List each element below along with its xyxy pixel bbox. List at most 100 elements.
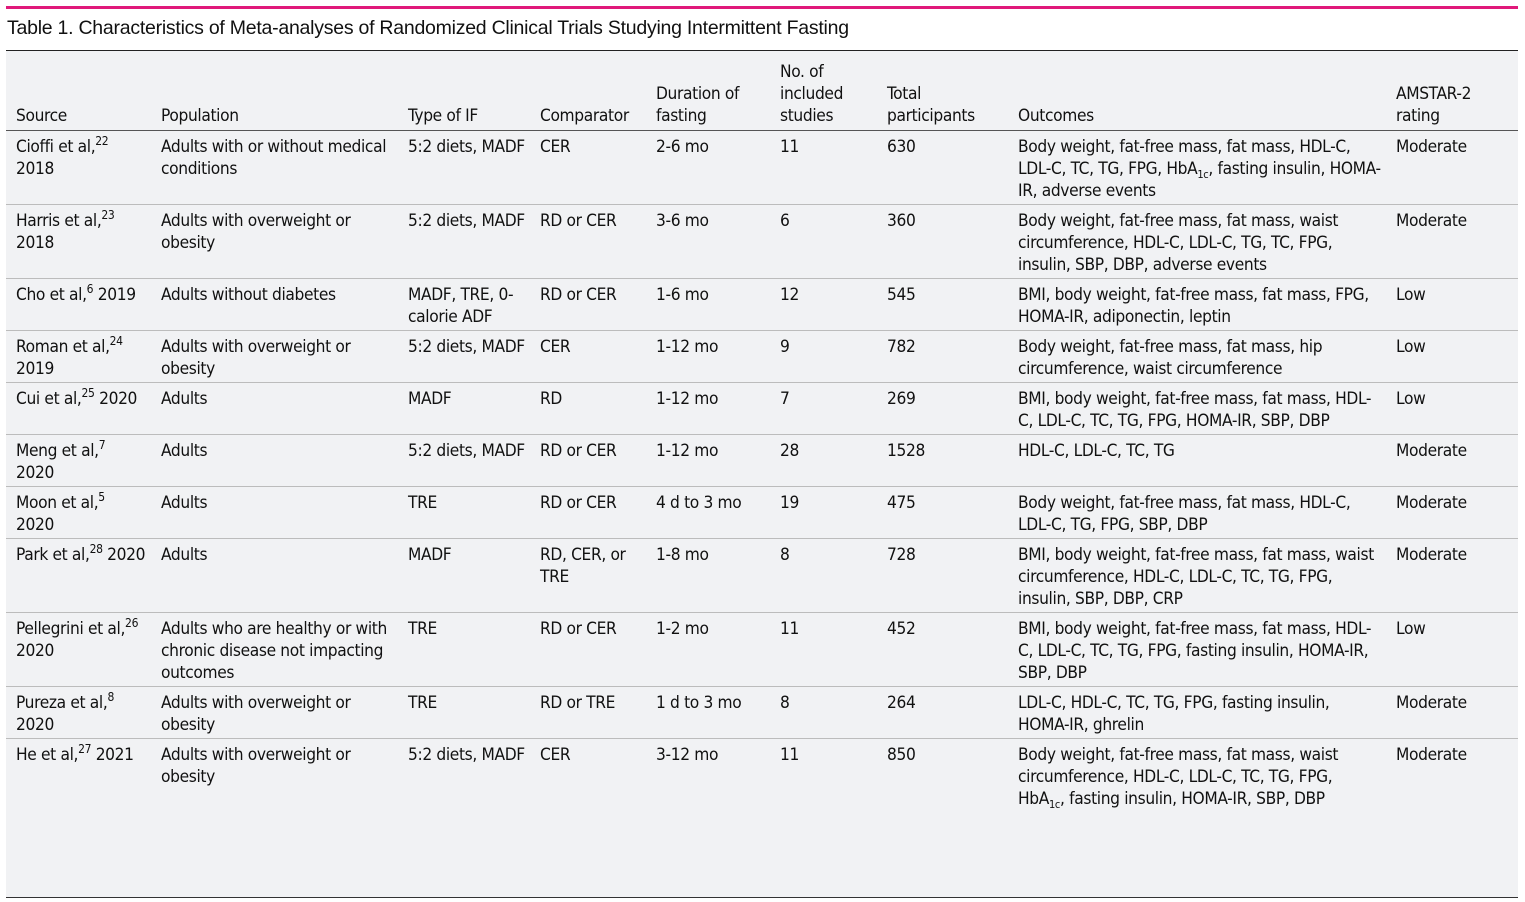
- amstar-rating-cell: Moderate: [1386, 204, 1518, 279]
- participants-cell: 1528: [877, 434, 1008, 487]
- source-year: 2020: [16, 641, 54, 661]
- outcomes-cell: BMI, body weight, fat-free mass, fat mas…: [1008, 278, 1386, 331]
- outcomes-text: Body weight, fat-free mass, fat mass, HD…: [1018, 137, 1351, 179]
- reference-number: 28: [89, 542, 103, 556]
- outcomes-cell: Body weight, fat-free mass, fat mass, hi…: [1008, 330, 1386, 383]
- table-row: Cho et al,6 2019 Adults without diabetes M…: [6, 278, 1518, 331]
- source-cell: Roman et al,24 2019: [6, 330, 151, 383]
- amstar-rating-cell: Low: [1386, 330, 1518, 383]
- comparator-cell: RD, CER, or TRE: [530, 538, 646, 613]
- source-year: 2018: [16, 233, 54, 253]
- type-of-if-cell: 5:2 diets, MADF: [398, 204, 530, 279]
- duration-cell: 1-12 mo: [646, 382, 770, 435]
- table-row: Moon et al,5 2020 Adults TRE RD or CER 4 d t…: [6, 486, 1518, 539]
- population-cell: Adults with overweight or obesity: [161, 745, 351, 787]
- source-name: Harris et al,: [16, 211, 102, 231]
- outcomes-text: BMI, body weight, fat-free mass, fat mas…: [1018, 619, 1372, 683]
- studies-count-cell: 7: [770, 382, 877, 435]
- amstar-rating-cell: Moderate: [1386, 130, 1518, 205]
- table-row: Cioffi et al,22 2018 Adults with or witho…: [6, 130, 1518, 205]
- source-year: 2020: [16, 515, 54, 535]
- type-of-if-cell: MADF: [398, 382, 530, 435]
- participants-cell: 850: [887, 745, 916, 765]
- source-name: Cho et al,: [16, 285, 87, 305]
- population-cell: Adults with overweight or obesity: [151, 686, 398, 739]
- outcomes-text: HDL-C, LDL-C, TC, TG: [1018, 441, 1175, 461]
- source-cell: Moon et al,5 2020: [6, 486, 151, 539]
- population-cell: Adults: [151, 382, 398, 435]
- source-cell: Cui et al,25 2020: [6, 382, 151, 435]
- source-year: 2018: [16, 159, 54, 179]
- participants-cell: 728: [877, 538, 1008, 613]
- source-year: 2020: [16, 715, 54, 735]
- outcomes-text: BMI, body weight, fat-free mass, fat mas…: [1018, 545, 1374, 609]
- studies-count-cell: 11: [780, 745, 799, 765]
- duration-cell: 3-6 mo: [646, 204, 770, 279]
- type-of-if-cell: 5:2 diets, MADF: [398, 130, 530, 205]
- studies-count-cell: 6: [770, 204, 877, 279]
- header-amstar-rating: AMSTAR-2 rating: [1386, 51, 1518, 131]
- studies-count-cell: 19: [770, 486, 877, 539]
- title-accent-rule: [6, 6, 1518, 9]
- duration-cell: 1-6 mo: [646, 278, 770, 331]
- outcomes-text: Body weight, fat-free mass, fat mass, hi…: [1018, 337, 1323, 379]
- reference-number: 6: [86, 282, 94, 296]
- source-name: Cui et al,: [16, 389, 82, 409]
- studies-count-cell: 28: [770, 434, 877, 487]
- studies-count-cell: 11: [770, 612, 877, 687]
- duration-cell: 1-2 mo: [646, 612, 770, 687]
- reference-number: 23: [101, 208, 115, 222]
- participants-cell: 360: [877, 204, 1008, 279]
- outcomes-text: LDL-C, HDL-C, TC, TG, FPG, fasting insul…: [1018, 693, 1330, 735]
- source-name: Cioffi et al,: [16, 137, 96, 157]
- population-cell: Adults without diabetes: [151, 278, 398, 331]
- type-of-if-cell: TRE: [398, 612, 530, 687]
- type-of-if-cell: 5:2 diets, MADF: [408, 745, 525, 765]
- source-name: Pellegrini et al,: [16, 619, 126, 639]
- source-cell: Meng et al,7 2020: [6, 434, 151, 487]
- outcomes-text: Body weight, fat-free mass, fat mass, wa…: [1018, 745, 1339, 809]
- comparator-cell: RD or CER: [530, 204, 646, 279]
- amstar-rating-cell: Moderate: [1386, 538, 1518, 613]
- source-year: 2021: [95, 745, 134, 765]
- outcomes-text-continued: , fasting insulin, HOMA-IR, SBP, DBP: [1060, 789, 1325, 809]
- header-duration: Duration of fasting: [646, 51, 770, 131]
- source-cell: Harris et al,23 2018: [6, 204, 151, 279]
- population-cell: Adults: [151, 434, 398, 487]
- header-no-of-studies: No. of included studies: [770, 51, 877, 131]
- table-body: Cioffi et al,22 2018 Adults with or witho…: [6, 130, 1518, 813]
- type-of-if-cell: TRE: [398, 486, 530, 539]
- meta-analyses-table: Source Population Type of IF Comparator …: [6, 51, 1518, 812]
- table-row: He et al,27 2021 Adults with overweight o…: [6, 739, 1518, 813]
- source-cell: Cioffi et al,22 2018: [6, 130, 151, 205]
- outcomes-text: BMI, body weight, fat-free mass, fat mas…: [1018, 389, 1372, 431]
- table-row: Pellegrini et al,26 2020 Adults who are h…: [6, 612, 1518, 687]
- comparator-cell: CER: [540, 745, 571, 765]
- outcomes-text-continued: , fasting insulin, HOMA-IR, adverse even…: [1018, 159, 1381, 201]
- studies-count-cell: 8: [770, 538, 877, 613]
- outcomes-cell: Body weight, fat-free mass, fat mass, wa…: [1008, 739, 1386, 813]
- duration-cell: 3-12 mo: [656, 745, 719, 765]
- header-type-of-if: Type of IF: [398, 51, 530, 131]
- source-name: Pureza et al,: [16, 693, 108, 713]
- comparator-cell: RD: [530, 382, 646, 435]
- outcomes-cell: BMI, body weight, fat-free mass, fat mas…: [1008, 382, 1386, 435]
- amstar-rating-cell: Moderate: [1386, 686, 1518, 739]
- population-cell: Adults with overweight or obesity: [151, 330, 398, 383]
- source-cell: Cho et al,6 2019: [6, 278, 151, 331]
- amstar-rating-cell: Moderate: [1386, 434, 1518, 487]
- amstar-rating-cell: Moderate: [1396, 745, 1467, 765]
- participants-cell: 630: [877, 130, 1008, 205]
- source-year: 2019: [16, 359, 54, 379]
- header-population: Population: [151, 51, 398, 131]
- outcomes-cell: Body weight, fat-free mass, fat mass, HD…: [1008, 486, 1386, 539]
- outcomes-cell: Body weight, fat-free mass, fat mass, HD…: [1008, 130, 1386, 205]
- participants-cell: 452: [877, 612, 1008, 687]
- type-of-if-cell: 5:2 diets, MADF: [398, 434, 530, 487]
- amstar-rating-cell: Low: [1386, 612, 1518, 687]
- title-rule: [6, 50, 1518, 51]
- reference-number: 5: [98, 490, 105, 504]
- amstar-rating-cell: Low: [1386, 382, 1518, 435]
- reference-number: 26: [125, 616, 139, 630]
- participants-cell: 545: [877, 278, 1008, 331]
